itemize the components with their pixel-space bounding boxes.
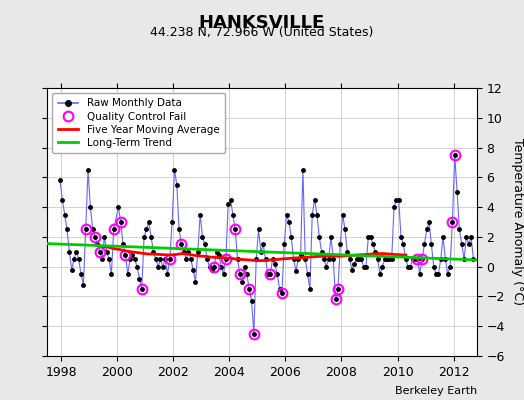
Text: HANKSVILLE: HANKSVILLE	[199, 14, 325, 32]
Text: Berkeley Earth: Berkeley Earth	[395, 386, 477, 396]
Legend: Raw Monthly Data, Quality Control Fail, Five Year Moving Average, Long-Term Tren: Raw Monthly Data, Quality Control Fail, …	[52, 93, 225, 153]
Text: 44.238 N, 72.966 W (United States): 44.238 N, 72.966 W (United States)	[150, 26, 374, 39]
Y-axis label: Temperature Anomaly (°C): Temperature Anomaly (°C)	[511, 138, 524, 306]
